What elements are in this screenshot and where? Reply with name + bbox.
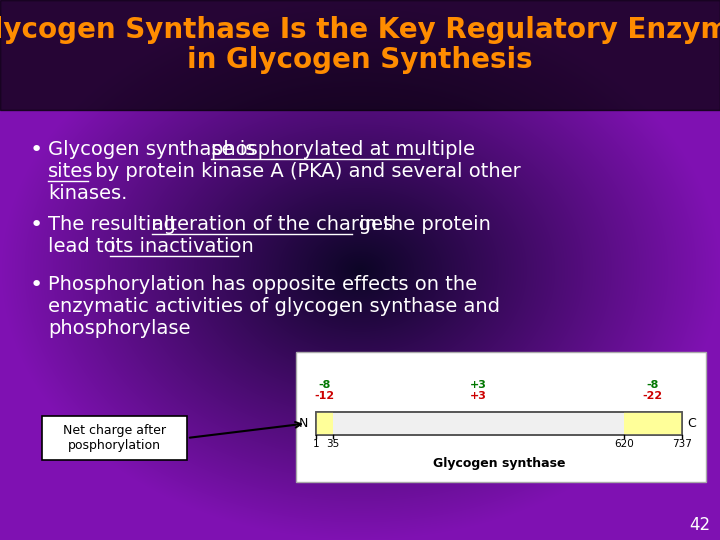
Text: 620: 620	[614, 439, 634, 449]
Text: Net charge after
posphorylation: Net charge after posphorylation	[63, 424, 166, 452]
Text: kinases.: kinases.	[48, 184, 127, 203]
Text: phosphorylase: phosphorylase	[48, 319, 191, 338]
Text: 1: 1	[312, 439, 319, 449]
Text: by protein kinase A (PKA) and several other: by protein kinase A (PKA) and several ot…	[89, 162, 521, 181]
Bar	[316, 412, 682, 435]
Text: +3: +3	[470, 391, 487, 401]
Text: -8: -8	[318, 380, 330, 390]
Text: +3: +3	[470, 380, 487, 390]
Text: -22: -22	[643, 391, 663, 401]
Text: •: •	[30, 215, 43, 235]
Text: lead to: lead to	[48, 237, 122, 256]
Text: in Glycogen Synthesis: in Glycogen Synthesis	[187, 46, 533, 74]
Text: 35: 35	[326, 439, 340, 449]
Text: C: C	[687, 417, 696, 430]
Text: 42: 42	[690, 516, 711, 534]
Text: alteration of the charges: alteration of the charges	[152, 215, 393, 234]
Bar	[0, 0, 720, 110]
Bar	[316, 412, 333, 435]
Text: The resulting: The resulting	[48, 215, 182, 234]
Text: Glycogen Synthase Is the Key Regulatory Enzyme: Glycogen Synthase Is the Key Regulatory …	[0, 16, 720, 44]
Text: Glycogen synthase is: Glycogen synthase is	[48, 140, 261, 159]
Bar	[296, 352, 706, 482]
Text: -8: -8	[647, 380, 659, 390]
Text: enzymatic activities of glycogen synthase and: enzymatic activities of glycogen synthas…	[48, 297, 500, 316]
Bar	[42, 416, 187, 460]
Text: phosphorylated at multiple: phosphorylated at multiple	[211, 140, 475, 159]
Text: 737: 737	[672, 439, 692, 449]
Text: Phosphorylation has opposite effects on the: Phosphorylation has opposite effects on …	[48, 275, 477, 294]
Text: •: •	[30, 140, 43, 160]
Bar	[316, 412, 682, 435]
Text: in the protein: in the protein	[353, 215, 491, 234]
Text: N: N	[299, 417, 308, 430]
Text: -12: -12	[315, 391, 335, 401]
Bar	[624, 412, 682, 435]
Text: sites: sites	[48, 162, 94, 181]
Text: its inactivation: its inactivation	[110, 237, 253, 256]
Text: •: •	[30, 275, 43, 295]
Text: Glycogen synthase: Glycogen synthase	[433, 457, 565, 470]
